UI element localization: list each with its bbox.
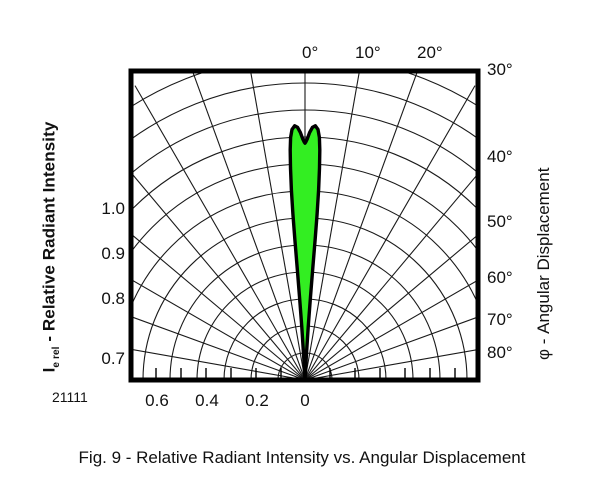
intensity-lobe: [288, 124, 322, 380]
left-axis-symbol: I: [39, 367, 59, 373]
right-axis-title: φ - Angular Displacement: [534, 167, 553, 360]
y-tick-label-2: 0.9: [101, 244, 125, 263]
left-axis-subscript: e rel: [51, 346, 62, 368]
x-tick-label-4: 0: [300, 391, 310, 410]
grid-spokes: [131, 71, 478, 380]
angle-label-right-80: 80°: [487, 343, 513, 362]
angle-label-right-40: 40°: [487, 147, 513, 166]
figure-caption: Fig. 9 - Relative Radiant Intensity vs. …: [78, 448, 526, 467]
y-tick-label-4: 0.7: [101, 349, 125, 368]
x-axis-ticks: [155, 368, 456, 378]
angle-label-right-50: 50°: [487, 212, 513, 231]
left-axis-text: - Relative Radiant Intensity: [39, 121, 59, 347]
angle-label-top-10: 10°: [355, 43, 381, 62]
angle-label-top-0: 0°: [302, 43, 319, 62]
x-tick-label-2: 0.4: [195, 391, 219, 410]
x-tick-label-3: 0.2: [245, 391, 269, 410]
x-tick-label-1: 0.6: [145, 391, 169, 410]
angle-label-right-60: 60°: [487, 268, 513, 287]
y-tick-label-3: 0.8: [101, 289, 125, 308]
left-axis-title: Ie rel - Relative Radiant Intensity: [40, 122, 62, 373]
angle-label-right-30: 30°: [487, 60, 513, 79]
angle-label-right-70: 70°: [487, 310, 513, 329]
figure-id-code: 21111: [52, 389, 88, 405]
plot-frame: [128, 68, 481, 383]
angle-label-top-20: 20°: [417, 43, 443, 62]
y-tick-label-1: 1.0: [101, 199, 125, 218]
